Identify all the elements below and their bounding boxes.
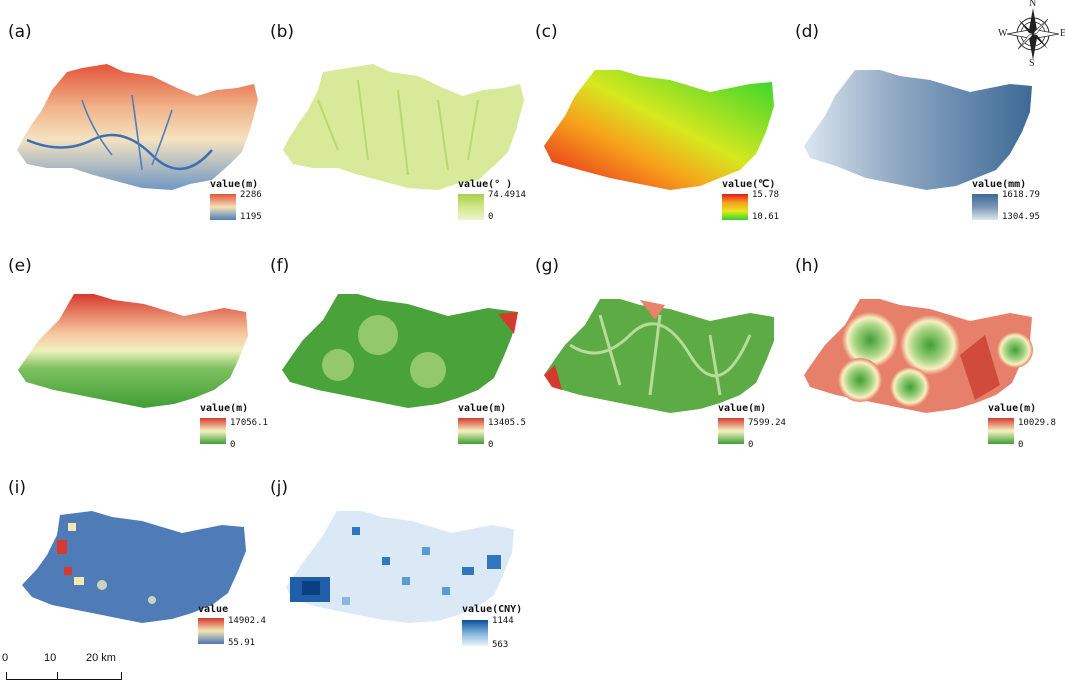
elevation-map: [17, 64, 258, 190]
legend-swatch: [210, 194, 236, 220]
distance-map-f: [282, 294, 518, 408]
panel-label: (a): [8, 22, 32, 42]
legend-min: 0: [230, 440, 236, 450]
legend-max: 74.4914: [488, 190, 526, 200]
legend-title: value(m): [988, 403, 1037, 414]
panel-label: (e): [8, 256, 32, 276]
legend-swatch: [718, 418, 744, 444]
legend-min: 1195: [240, 212, 262, 222]
legend-swatch: [988, 418, 1014, 444]
legend-min: 563: [492, 640, 509, 650]
legend-min: 0: [1018, 440, 1024, 450]
panel-label: (c): [535, 22, 558, 42]
panel-label: (h): [795, 256, 820, 276]
legend-title: value(m): [210, 179, 259, 190]
legend-max: 13405.5: [488, 418, 526, 428]
legend-title: value(m): [200, 403, 249, 414]
legend-title: value: [198, 604, 229, 615]
legend-min: 0: [488, 440, 494, 450]
scale-mid: 10: [44, 652, 57, 664]
scale-tick: [57, 672, 58, 680]
distance-map-e: [18, 294, 248, 408]
distance-map-g: [544, 299, 774, 413]
population-map: [22, 511, 246, 623]
legend-swatch: [722, 194, 748, 220]
legend-swatch: [972, 194, 998, 220]
legend-max: 1618.79: [1002, 190, 1040, 200]
legend-title: value(m): [458, 403, 507, 414]
scale-bar: 0 10 20 km: [0, 652, 130, 682]
legend-max: 10029.8: [1018, 418, 1056, 428]
compass-west: W: [998, 28, 1008, 39]
legend-swatch: [200, 418, 226, 444]
legend-title: value(° ): [458, 179, 513, 190]
legend-title: value(CNY): [462, 604, 523, 615]
legend-title: value(m): [718, 403, 767, 414]
north-arrow-compass: N S E W: [998, 0, 1065, 70]
panel-label: (g): [535, 256, 560, 276]
compass-east: E: [1060, 28, 1065, 39]
panel-label: (d): [795, 22, 820, 42]
legend-max: 17056.1: [230, 418, 268, 428]
legend-min: 55.91: [228, 638, 256, 648]
legend-title: value(℃): [722, 179, 776, 190]
legend-max: 1144: [492, 616, 514, 626]
panel-label: (j): [270, 478, 288, 498]
compass-south: S: [1029, 58, 1035, 69]
scale-end: 20 km: [86, 652, 116, 664]
legend-swatch: [462, 620, 488, 646]
legend-min: 0: [748, 440, 754, 450]
legend-swatch: [458, 194, 484, 220]
panel-label: (b): [270, 22, 295, 42]
scale-line: [6, 672, 122, 680]
legend-title: value(mm): [972, 179, 1027, 190]
panel-label: (f): [270, 256, 290, 276]
slope-map: [283, 64, 524, 190]
legend-min: 0: [488, 212, 494, 222]
legend-max: 2286: [240, 190, 262, 200]
legend-min: 10.61: [752, 212, 780, 222]
panel-label: (i): [8, 478, 26, 498]
legend-max: 14902.4: [228, 616, 266, 626]
income-map: [286, 511, 514, 623]
legend-swatch: [458, 418, 484, 444]
legend-swatch: [198, 618, 224, 644]
temperature-map: [544, 70, 774, 190]
scale-zero: 0: [2, 652, 9, 664]
compass-rose-icon: [1006, 8, 1060, 60]
distance-map-h: [804, 299, 1033, 413]
compass-north: N: [1029, 0, 1037, 9]
legend-max: 15.78: [752, 190, 780, 200]
legend-max: 7599.24: [748, 418, 786, 428]
precipitation-map: [804, 70, 1032, 190]
legend-min: 1304.95: [1002, 212, 1040, 222]
